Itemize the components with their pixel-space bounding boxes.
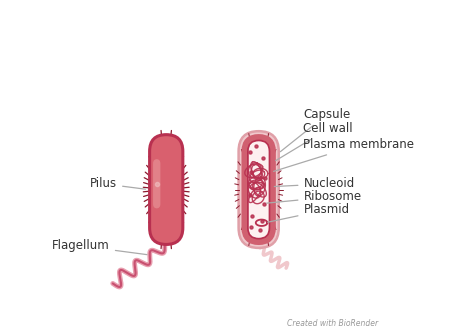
FancyBboxPatch shape (245, 138, 273, 241)
Text: Pilus: Pilus (90, 177, 146, 190)
Text: Plasma membrane: Plasma membrane (273, 138, 414, 171)
FancyBboxPatch shape (153, 159, 160, 208)
Text: Flagellum: Flagellum (52, 239, 147, 255)
Text: Bacterial Cell: Bacterial Cell (170, 14, 304, 31)
Text: Nucleoid: Nucleoid (274, 177, 355, 190)
FancyBboxPatch shape (238, 131, 279, 248)
Text: Plasmid: Plasmid (268, 203, 349, 222)
FancyBboxPatch shape (150, 135, 183, 244)
Text: Capsule: Capsule (280, 108, 351, 152)
Text: Ribosome: Ribosome (267, 190, 362, 203)
Text: Created with BioRender: Created with BioRender (287, 319, 379, 328)
Text: Cell wall: Cell wall (276, 122, 353, 161)
